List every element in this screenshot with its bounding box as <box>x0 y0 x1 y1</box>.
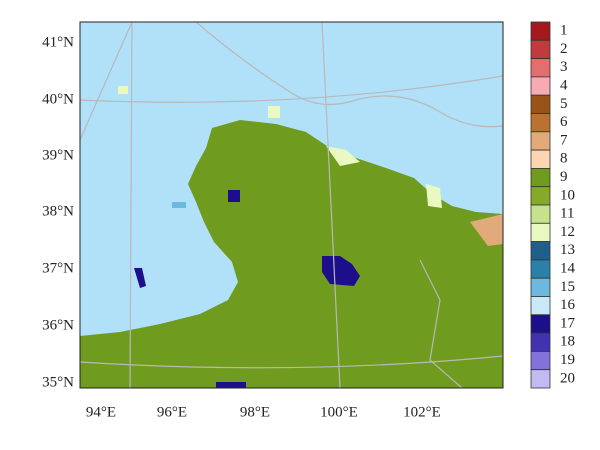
parallel-line <box>79 75 504 103</box>
meridian-line <box>321 21 341 389</box>
legend-label: 7 <box>560 132 568 148</box>
legend-swatch <box>530 113 551 133</box>
legend-label: 16 <box>560 297 576 313</box>
longitude-label: 96°E <box>157 404 187 420</box>
legend-swatch <box>530 259 551 279</box>
legend-swatch <box>530 277 551 297</box>
legend-swatch <box>530 186 551 206</box>
latitude-label: 39°N <box>42 147 74 163</box>
legend-label: 8 <box>560 151 568 167</box>
longitude-label: 98°E <box>240 404 270 420</box>
longitude-label: 100°E <box>320 404 358 420</box>
legend-label: 15 <box>560 279 575 295</box>
longitude-label: 94°E <box>86 404 116 420</box>
legend-label: 9 <box>560 169 568 185</box>
land-patch <box>228 190 240 202</box>
legend-swatch <box>530 204 551 224</box>
meridian-line <box>79 21 133 141</box>
legend-label: 11 <box>560 206 574 222</box>
legend-swatch <box>530 21 551 41</box>
land-region <box>80 120 503 388</box>
borders <box>79 21 504 389</box>
legend-label: 2 <box>560 41 568 57</box>
meridian-line <box>129 21 133 389</box>
legend-swatch <box>530 241 551 261</box>
legend-label: 10 <box>560 187 575 203</box>
latitude-label: 38°N <box>42 203 74 219</box>
legend-swatch <box>530 94 551 114</box>
legend-label: 12 <box>560 224 575 240</box>
legend-label: 4 <box>560 77 568 93</box>
longitude-label: 102°E <box>403 404 441 420</box>
legend-swatch <box>530 332 551 352</box>
legend-swatch <box>530 369 551 389</box>
legend-swatch <box>530 131 551 151</box>
legend-swatch <box>530 76 551 96</box>
land-patch <box>134 268 146 288</box>
map-frame <box>79 21 504 389</box>
latitude-label: 37°N <box>42 260 74 276</box>
province-border <box>195 21 504 128</box>
land-patch <box>322 256 360 286</box>
land-cover <box>80 86 503 388</box>
land-patch <box>470 214 503 246</box>
legend-label: 6 <box>560 114 568 130</box>
legend-label: 13 <box>560 242 575 258</box>
longitude-labels: 94°E 96°E 98°E 100°E 102°E <box>86 404 441 420</box>
legend-swatch <box>530 222 551 243</box>
latitude-labels: 41°N 40°N 39°N 38°N 37°N 36°N 35°N <box>42 34 74 390</box>
latitude-label: 40°N <box>42 91 74 107</box>
legend-label: 20 <box>560 370 575 386</box>
legend-label: 3 <box>560 59 568 75</box>
latitude-label: 41°N <box>42 34 74 50</box>
legend-label: 1 <box>560 23 568 39</box>
legend-label: 5 <box>560 96 568 112</box>
legend-swatch <box>530 39 551 59</box>
land-patch <box>216 382 246 388</box>
land-patch <box>172 202 186 208</box>
latitude-label: 35°N <box>42 374 74 390</box>
province-border <box>419 259 463 389</box>
legend-swatch <box>530 58 551 78</box>
legend-label: 19 <box>560 352 575 368</box>
land-patch <box>326 146 360 166</box>
legend-swatch <box>530 296 551 316</box>
legend-swatch <box>530 149 551 169</box>
land-patch <box>268 106 280 118</box>
legend-label: 14 <box>560 260 576 276</box>
legend-swatch <box>530 350 551 371</box>
latitude-label: 36°N <box>42 317 74 333</box>
legend-label: 17 <box>560 315 576 331</box>
legend-swatch <box>530 167 551 188</box>
land-patch <box>426 184 442 208</box>
legend-swatch <box>530 314 551 334</box>
land-patch <box>118 86 128 94</box>
parallel-line <box>79 355 504 369</box>
legend-label: 18 <box>560 334 575 350</box>
